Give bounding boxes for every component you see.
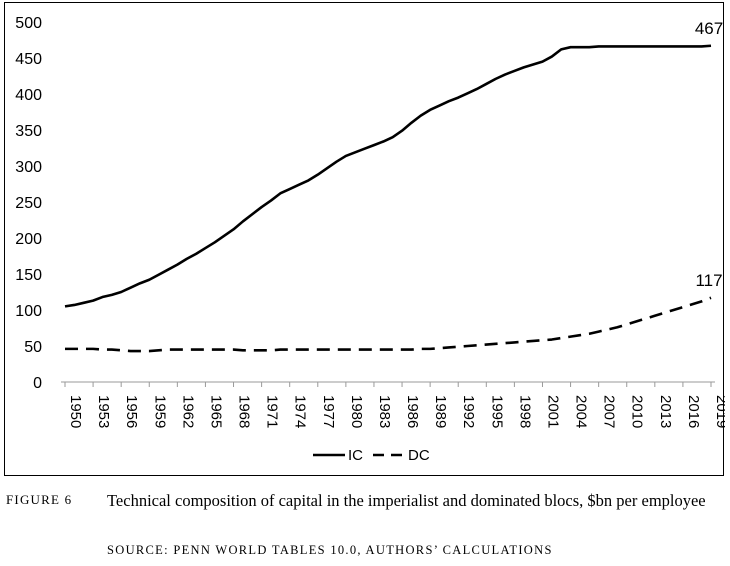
x-tick-label: 1995 xyxy=(488,395,505,428)
y-tick-label: 450 xyxy=(15,51,42,68)
legend-label-ic: IC xyxy=(348,447,363,464)
x-tick-label: 2001 xyxy=(544,395,561,428)
x-tick-label: 2004 xyxy=(573,395,590,428)
end-label-dc: 117 xyxy=(695,271,722,290)
series-layer xyxy=(64,44,712,353)
end-labels: 467 117 xyxy=(695,19,723,290)
x-tick-label: 1971 xyxy=(264,395,281,428)
y-tick-label: 0 xyxy=(33,375,42,392)
figure-source: Source: Penn World Tables 10.0, authors’… xyxy=(107,543,553,557)
x-tick-label: 1953 xyxy=(95,395,112,428)
x-tick-label: 1977 xyxy=(320,395,337,428)
x-tick-label: 1986 xyxy=(404,395,421,428)
x-tick-label: 1989 xyxy=(432,395,449,428)
x-tick-label: 1998 xyxy=(516,395,533,428)
figure-title: Technical composition of capital in the … xyxy=(107,491,706,510)
x-tick-label: 1962 xyxy=(179,395,196,428)
y-tick-label: 150 xyxy=(15,267,42,284)
x-tick-label: 1959 xyxy=(151,395,168,428)
y-tick-label: 400 xyxy=(15,87,42,104)
x-tick-label: 2013 xyxy=(657,395,674,428)
y-tick-label: 50 xyxy=(24,339,42,356)
x-tick-label: 1974 xyxy=(292,395,309,428)
x-tick-label: 1980 xyxy=(348,395,365,428)
x-tick-label: 1983 xyxy=(376,395,393,428)
x-tick-label: 1992 xyxy=(460,395,477,428)
y-tick-label: 250 xyxy=(15,195,42,212)
x-tick-label: 2007 xyxy=(601,395,618,428)
y-axis: 0 50 100 150 200 250 300 350 400 450 500 xyxy=(15,15,42,392)
figure-label: Figure 6 xyxy=(6,492,73,507)
x-axis: 1950 1953 1956 1959 1962 1965 1968 1971 1974 1977… xyxy=(61,381,725,428)
series-line-dc xyxy=(65,296,712,353)
y-tick-label: 350 xyxy=(15,123,42,140)
x-tick-label: 2019 xyxy=(713,395,725,428)
x-tick-label: 1950 xyxy=(67,395,84,428)
x-tick-label: 2016 xyxy=(685,395,702,428)
x-tick-label: 1956 xyxy=(123,395,140,428)
legend: IC DC xyxy=(313,447,430,464)
x-tick-label: 1965 xyxy=(207,395,224,428)
chart-frame: 0 50 100 150 200 250 300 350 400 450 500 1950 1953 1… xyxy=(4,2,725,476)
y-tick-label: 100 xyxy=(15,303,42,320)
y-tick-label: 300 xyxy=(15,159,42,176)
x-tick-label: 2010 xyxy=(629,395,646,428)
y-tick-label: 200 xyxy=(15,231,42,248)
series-line-ic xyxy=(64,44,712,308)
x-tick-label: 1968 xyxy=(236,395,253,428)
y-tick-label: 500 xyxy=(15,15,42,32)
legend-label-dc: DC xyxy=(408,447,430,464)
end-label-ic: 467 xyxy=(695,19,723,38)
